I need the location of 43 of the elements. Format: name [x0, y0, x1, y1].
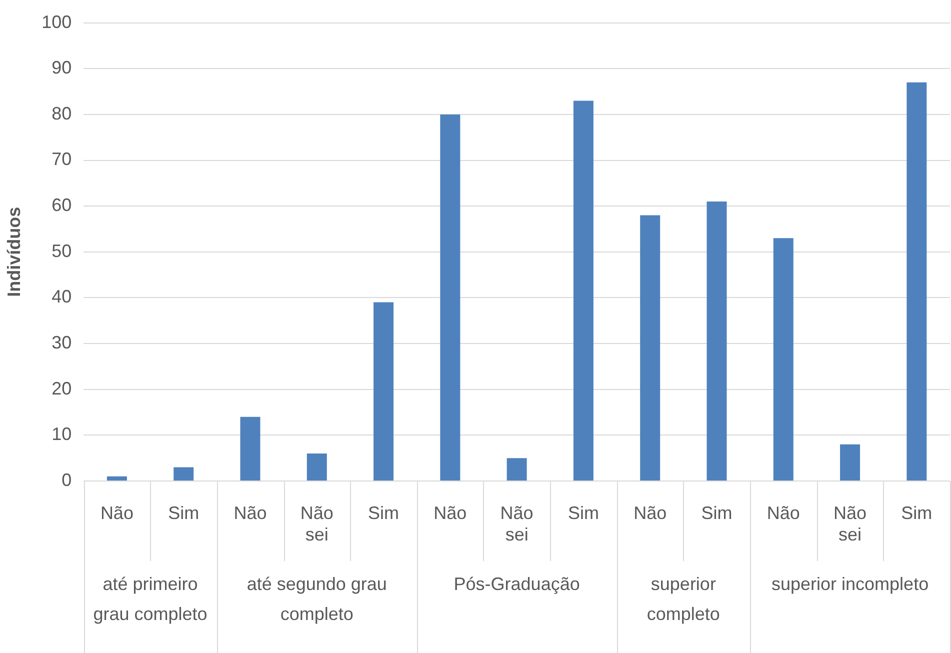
y-tick-label: 20 [52, 378, 72, 398]
bar [174, 467, 194, 480]
x-tick-label: Não [766, 502, 800, 523]
x-tick-label: Não [234, 502, 267, 523]
bar [640, 215, 660, 480]
bar [306, 454, 327, 480]
text: até primeiro grau completo [93, 574, 208, 624]
bar [440, 114, 460, 480]
text: superior completo [646, 574, 720, 624]
bar [840, 444, 860, 480]
text: Pós-Graduação [454, 574, 580, 594]
x-tick-label: Não [434, 502, 467, 523]
y-tick-label: 100 [42, 12, 72, 32]
x-tick-label: Sim [701, 502, 732, 523]
bar [773, 238, 794, 480]
y-tick-label: 30 [52, 332, 72, 353]
bar [240, 416, 260, 480]
bar [573, 100, 594, 480]
text: superior incompleto [771, 574, 929, 594]
x-tick-label: Sim [168, 502, 200, 523]
y-tick-label: 60 [52, 195, 72, 216]
x-tick-label: Não [100, 502, 134, 523]
x-tick-label: Sim [568, 502, 599, 523]
bar [706, 202, 727, 480]
text: até segundo grau completo [246, 574, 387, 624]
x-tick-label: Sim [901, 502, 932, 523]
x-tick-label: Não sei [300, 502, 334, 544]
y-axis-title: Indivíduos [4, 206, 24, 297]
bar [106, 476, 127, 480]
y-tick-label: 0 [62, 470, 72, 490]
bar [374, 302, 394, 480]
y-tick-label: 90 [52, 58, 72, 78]
y-tick-label: 70 [52, 149, 72, 170]
bar [906, 82, 927, 480]
x-tick-label: Não sei [834, 502, 867, 544]
x-tick-label: Não [634, 502, 667, 523]
x-tick-label: Sim [368, 502, 400, 523]
y-tick-label: 50 [52, 240, 72, 261]
y-tick-label: 40 [52, 286, 72, 307]
x-tick-label: Não sei [500, 502, 534, 544]
y-tick-label: 80 [52, 103, 72, 124]
y-tick-label: 10 [52, 424, 72, 444]
bar [506, 458, 527, 480]
